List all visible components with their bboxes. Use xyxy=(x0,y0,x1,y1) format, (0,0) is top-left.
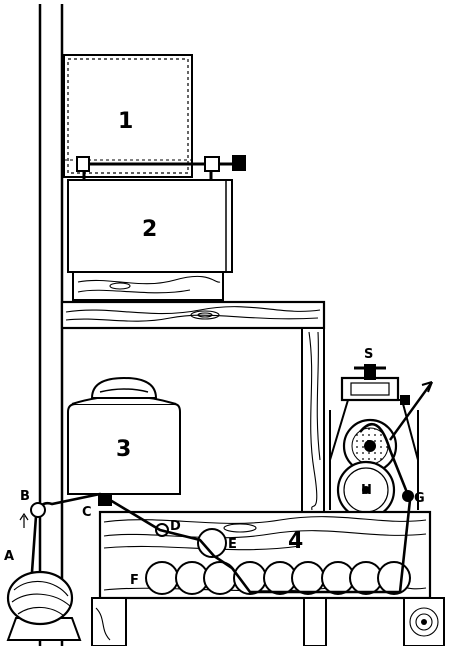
roll-icon xyxy=(145,561,179,595)
label-i: I xyxy=(366,439,371,454)
roll-icon xyxy=(377,561,411,595)
tank-2-base-plank xyxy=(72,271,224,301)
shelf-board xyxy=(60,300,326,330)
yarn-ball-a xyxy=(6,502,82,641)
tank-3 xyxy=(67,376,181,506)
yarn-rolls-f xyxy=(145,523,411,595)
label-tank-3: 3 xyxy=(116,437,131,462)
wall-post xyxy=(38,4,64,646)
roll-icon xyxy=(291,561,325,595)
label-c: C xyxy=(82,505,92,520)
label-a: A xyxy=(4,549,14,564)
label-tank-2: 2 xyxy=(142,217,157,242)
label-g: G xyxy=(414,491,425,506)
press-screw-icon xyxy=(364,364,376,380)
label-d: D xyxy=(170,519,181,534)
tank-1 xyxy=(63,54,193,178)
label-f: F xyxy=(130,573,139,588)
label-tank-1: 1 xyxy=(118,109,133,134)
label-tank-4: 4 xyxy=(288,529,303,554)
tank-2 xyxy=(67,179,233,273)
pulley-b-icon xyxy=(30,502,46,518)
spout-icon xyxy=(98,494,112,506)
label-b: B xyxy=(20,489,30,504)
shelf-leg xyxy=(301,327,325,513)
label-s: S xyxy=(364,347,373,362)
valve-right-icon xyxy=(204,156,220,172)
arrow-icon xyxy=(421,381,433,393)
label-h: H xyxy=(361,483,372,498)
trough-supports xyxy=(91,597,445,646)
label-e: E xyxy=(228,537,237,552)
roller-e-icon xyxy=(197,528,227,558)
valve-left-icon xyxy=(76,156,90,172)
valve-handle-icon xyxy=(232,155,246,171)
lid-dome-icon xyxy=(90,376,158,399)
